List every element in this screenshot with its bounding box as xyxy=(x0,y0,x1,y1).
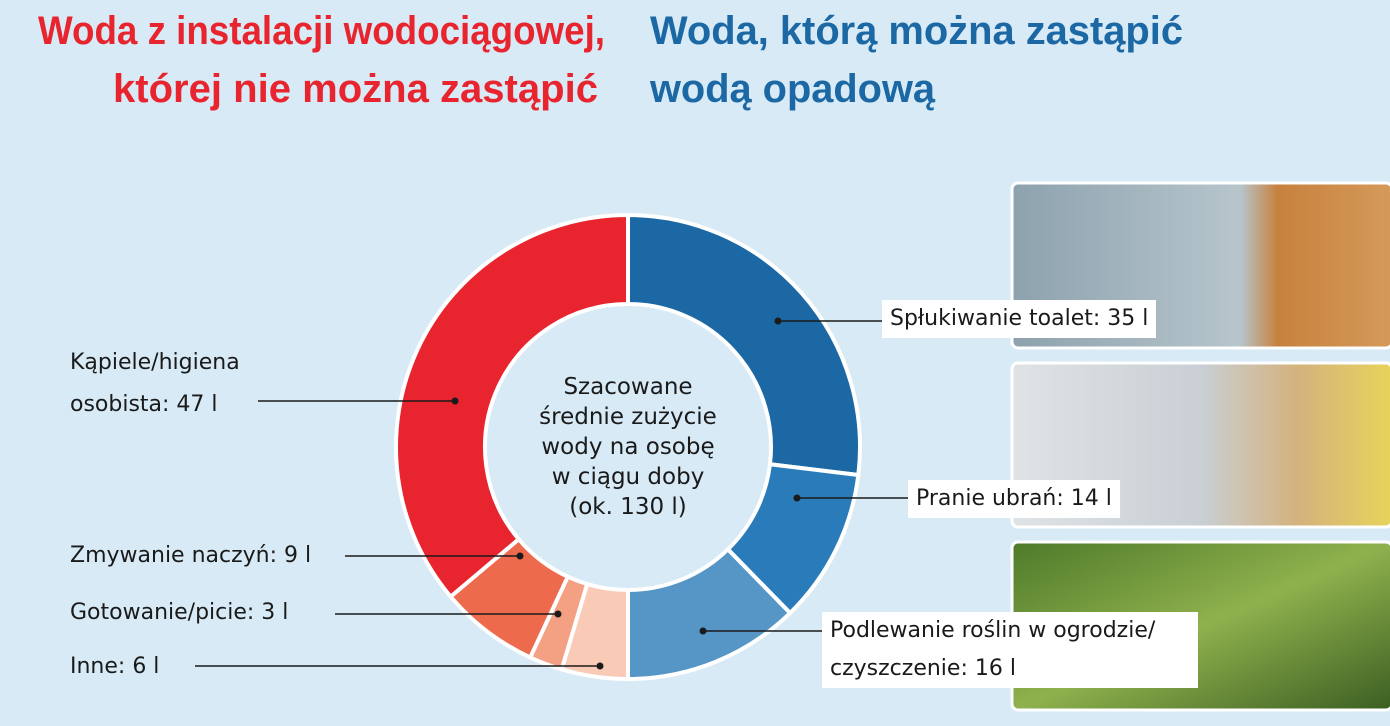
title-right-line: Woda, którą można zastąpić xyxy=(650,9,1183,53)
title-left-line: Woda z instalacji wodociągowej, xyxy=(38,9,605,53)
donut-segment xyxy=(394,212,630,600)
callout-dot xyxy=(516,552,524,560)
title-right-line: wodą opadową xyxy=(649,67,936,111)
callout-dot xyxy=(793,494,801,502)
center-label-line: Szacowane xyxy=(563,374,693,400)
callout-dot xyxy=(699,627,707,635)
center-label-line: wody na osobę xyxy=(541,434,715,460)
segment-label: Podlewanie roślin w ogrodzie/ czyszczeni… xyxy=(822,612,1198,688)
donut-segment xyxy=(626,212,862,478)
title-left-line: której nie można zastąpić xyxy=(113,67,598,111)
callout-dot xyxy=(451,397,459,405)
center-label-line: (ok. 130 l) xyxy=(569,494,687,520)
segment-label: Inne: 6 l xyxy=(70,654,160,679)
segment-label: Pranie ubrań: 14 l xyxy=(908,480,1120,518)
callout-dot xyxy=(596,662,604,670)
center-label: Szacowane średnie zużycie wody na osobę w c… xyxy=(518,372,738,522)
segment-label: Spłukiwanie toalet: 35 l xyxy=(882,300,1157,338)
center-label-line: w ciągu doby xyxy=(551,464,705,490)
segment-label: Kąpiele/higiena osobista: 47 l xyxy=(70,350,240,417)
segment-label: Zmywanie naczyń: 9 l xyxy=(70,543,312,568)
center-label-line: średnie zużycie xyxy=(539,404,717,430)
callout-dot xyxy=(554,610,562,618)
callout-dot xyxy=(774,317,782,325)
segment-label: Gotowanie/picie: 3 l xyxy=(70,600,289,625)
